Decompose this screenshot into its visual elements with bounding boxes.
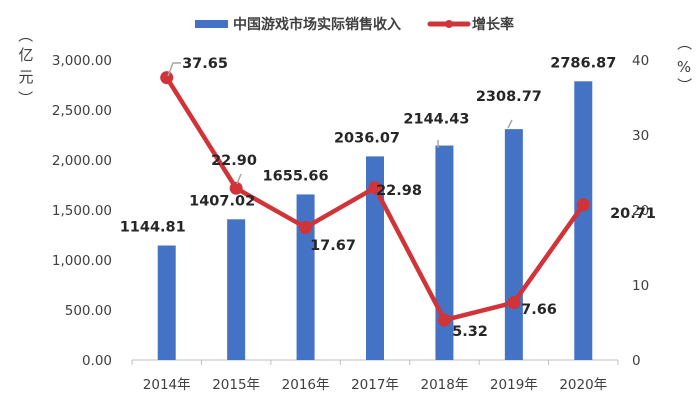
- growth-value-label: 22.90: [211, 153, 257, 169]
- growth-value-label: 37.65: [182, 56, 228, 72]
- right-tick-label: 20: [632, 203, 649, 219]
- x-tick-label: 2019年: [490, 377, 538, 393]
- left-unit-char: ）: [16, 90, 34, 105]
- left-tick-label: 1,000.00: [52, 253, 112, 269]
- line-series: [160, 71, 590, 327]
- right-unit-char: %: [677, 58, 691, 76]
- bar-value-label: 2036.07: [334, 130, 400, 146]
- left-tick-label: 0.00: [82, 353, 112, 369]
- right-tick-label: 0: [632, 353, 641, 369]
- leader-line: [507, 119, 513, 129]
- bar: [157, 245, 176, 360]
- bar-value-label: 1144.81: [120, 220, 186, 236]
- growth-value-label: 5.32: [452, 324, 488, 340]
- bar-value-label: 1407.02: [189, 193, 255, 209]
- left-axis-ticks: 0.00 500.00 1,000.00 1,500.00 2,000.00 2,500.…: [52, 53, 112, 369]
- growth-marker: [368, 181, 382, 195]
- left-unit-char: 元: [18, 68, 33, 86]
- bar: [227, 219, 246, 360]
- bar-value-label: 2308.77: [476, 89, 542, 105]
- x-tick-label: 2016年: [282, 377, 330, 393]
- legend-line-marker: [445, 20, 453, 28]
- leader-line: [167, 62, 181, 77]
- legend-line-label: 增长率: [472, 16, 514, 33]
- growth-value-label: 7.66: [521, 302, 557, 318]
- left-tick-label: 1,500.00: [52, 203, 112, 219]
- right-tick-label: 40: [632, 53, 649, 69]
- left-tick-label: 500.00: [65, 303, 112, 319]
- growth-marker: [507, 296, 521, 310]
- bar-value-label: 2144.43: [403, 112, 469, 128]
- right-tick-label: 10: [632, 278, 649, 294]
- right-axis-ticks: 0 10 20 30 40: [632, 53, 649, 369]
- x-axis: 2014年 2015年 2016年 2017年 2018年 2019年 2020年: [131, 359, 619, 393]
- bar: [366, 156, 384, 360]
- legend: 中国游戏市场实际销售收入 增长率: [195, 16, 514, 33]
- growth-marker: [160, 71, 174, 85]
- left-unit-char: （: [16, 27, 34, 42]
- left-axis-unit-label: （ 亿元 ）: [16, 27, 34, 105]
- left-unit-char: 亿: [18, 46, 33, 64]
- left-tick-label: 2,500.00: [52, 103, 112, 119]
- growth-marker: [299, 220, 313, 234]
- bar: [296, 194, 315, 360]
- x-tick-label: 2018年: [420, 377, 468, 393]
- bar-value-label: 1655.66: [263, 168, 329, 184]
- right-unit-char: ）: [675, 77, 693, 92]
- leader-line: [236, 173, 242, 185]
- growth-marker: [229, 181, 243, 195]
- bar: [435, 145, 454, 360]
- growth-value-label: 17.67: [310, 238, 356, 254]
- bar: [574, 81, 593, 361]
- bar-series: [157, 81, 593, 361]
- x-tick-label: 2015年: [212, 377, 260, 393]
- bar: [504, 129, 523, 360]
- left-tick-label: 2,000.00: [52, 153, 112, 169]
- legend-bar-label: 中国游戏市场实际销售收入: [233, 16, 401, 33]
- growth-marker: [576, 198, 590, 212]
- x-tick-label: 2014年: [143, 377, 191, 393]
- left-tick-label: 3,000.00: [52, 53, 112, 69]
- right-axis-unit-label: （%）: [675, 35, 693, 92]
- x-tick-label: 2020年: [559, 377, 607, 393]
- x-tick-label: 2017年: [351, 377, 399, 393]
- right-unit-char: （: [675, 35, 693, 50]
- growth-value-label: 22.98: [376, 183, 422, 199]
- legend-bar-swatch: [195, 20, 228, 28]
- bar-value-label: 2786.87: [550, 55, 616, 71]
- growth-value-label: 20.71: [610, 206, 656, 222]
- right-tick-label: 30: [632, 128, 649, 144]
- growth-marker: [437, 313, 451, 327]
